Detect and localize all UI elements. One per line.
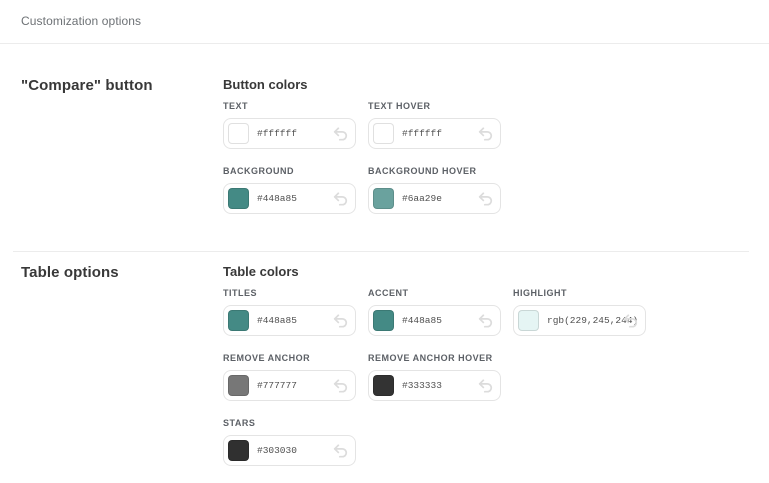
section-title: Table options: [21, 264, 119, 281]
field-label: REMOVE ANCHOR HOVER: [368, 353, 493, 363]
undo-icon: [333, 378, 348, 395]
group-title: Button colors: [223, 77, 308, 92]
field-row: TITLES #448a85 ACCENT #448a85: [223, 288, 646, 336]
field-label: HIGHLIGHT: [513, 288, 567, 298]
reset-color-button[interactable]: [623, 313, 638, 330]
color-value: #6aa29e: [402, 193, 442, 204]
color-input[interactable]: #ffffff: [368, 118, 501, 149]
color-input[interactable]: rgb(229,245,244): [513, 305, 646, 336]
undo-icon: [333, 313, 348, 330]
reset-color-button[interactable]: [478, 126, 493, 143]
color-swatch[interactable]: [373, 188, 394, 209]
color-value: #303030: [257, 445, 297, 456]
reset-color-button[interactable]: [333, 378, 348, 395]
section-divider: [13, 251, 749, 252]
color-value: #ffffff: [257, 128, 297, 139]
field-label: TEXT HOVER: [368, 101, 431, 111]
undo-icon: [478, 313, 493, 330]
field-label: BACKGROUND: [223, 166, 294, 176]
section-compare-button: "Compare" button Button colors TEXT #fff…: [0, 44, 769, 231]
color-swatch[interactable]: [228, 123, 249, 144]
reset-color-button[interactable]: [478, 378, 493, 395]
page-subtitle: Customization options: [21, 14, 142, 28]
color-option: REMOVE ANCHOR #777777: [223, 353, 356, 401]
color-option: TITLES #448a85: [223, 288, 356, 336]
field-label: REMOVE ANCHOR: [223, 353, 311, 363]
field-row: STARS #303030: [223, 418, 646, 466]
reset-color-button[interactable]: [333, 126, 348, 143]
reset-color-button[interactable]: [333, 313, 348, 330]
color-option: BACKGROUND #448a85: [223, 166, 356, 214]
field-label: TEXT: [223, 101, 249, 111]
color-swatch[interactable]: [228, 310, 249, 331]
color-input[interactable]: #448a85: [223, 183, 356, 214]
undo-icon: [623, 313, 638, 330]
field-grid: TEXT #ffffff TEXT HOVER #ffffff: [223, 101, 501, 214]
color-swatch[interactable]: [373, 375, 394, 396]
color-option: HIGHLIGHT rgb(229,245,244): [513, 288, 646, 336]
color-value: rgb(229,245,244): [547, 315, 639, 326]
color-input[interactable]: #448a85: [223, 305, 356, 336]
section-title: "Compare" button: [21, 77, 153, 94]
undo-icon: [478, 126, 493, 143]
field-row: TEXT #ffffff TEXT HOVER #ffffff: [223, 101, 501, 149]
color-input[interactable]: #333333: [368, 370, 501, 401]
color-swatch[interactable]: [228, 188, 249, 209]
reset-color-button[interactable]: [333, 443, 348, 460]
group-title: Table colors: [223, 264, 299, 279]
field-grid: TITLES #448a85 ACCENT #448a85: [223, 288, 646, 466]
reset-color-button[interactable]: [478, 191, 493, 208]
color-value: #777777: [257, 380, 297, 391]
customization-page: { "page": { "subtitle": "Customization o…: [0, 0, 769, 466]
field-row: BACKGROUND #448a85 BACKGROUND HOVER #6aa…: [223, 166, 501, 214]
header-divider: [0, 43, 769, 44]
color-option: TEXT HOVER #ffffff: [368, 101, 501, 149]
color-option: BACKGROUND HOVER #6aa29e: [368, 166, 501, 214]
undo-icon: [478, 191, 493, 208]
undo-icon: [333, 126, 348, 143]
field-label: BACKGROUND HOVER: [368, 166, 477, 176]
page-header: Customization options: [0, 0, 769, 28]
color-input[interactable]: #6aa29e: [368, 183, 501, 214]
color-input[interactable]: #777777: [223, 370, 356, 401]
color-swatch[interactable]: [228, 375, 249, 396]
color-value: #448a85: [257, 193, 297, 204]
undo-icon: [333, 443, 348, 460]
color-option: STARS #303030: [223, 418, 356, 466]
section-table-options: Table options Table colors TITLES #448a8…: [0, 252, 769, 483]
color-input[interactable]: #303030: [223, 435, 356, 466]
reset-color-button[interactable]: [478, 313, 493, 330]
color-option: REMOVE ANCHOR HOVER #333333: [368, 353, 501, 401]
color-option: TEXT #ffffff: [223, 101, 356, 149]
field-row: REMOVE ANCHOR #777777 REMOVE ANCHOR HOVE…: [223, 353, 646, 401]
field-label: TITLES: [223, 288, 257, 298]
field-label: ACCENT: [368, 288, 409, 298]
color-input[interactable]: #ffffff: [223, 118, 356, 149]
field-label: STARS: [223, 418, 256, 428]
reset-color-button[interactable]: [333, 191, 348, 208]
undo-icon: [478, 378, 493, 395]
color-value: #ffffff: [402, 128, 442, 139]
color-swatch[interactable]: [518, 310, 539, 331]
color-swatch[interactable]: [373, 123, 394, 144]
color-option: ACCENT #448a85: [368, 288, 501, 336]
color-swatch[interactable]: [373, 310, 394, 331]
color-input[interactable]: #448a85: [368, 305, 501, 336]
undo-icon: [333, 191, 348, 208]
color-value: #448a85: [257, 315, 297, 326]
color-value: #333333: [402, 380, 442, 391]
color-value: #448a85: [402, 315, 442, 326]
color-swatch[interactable]: [228, 440, 249, 461]
